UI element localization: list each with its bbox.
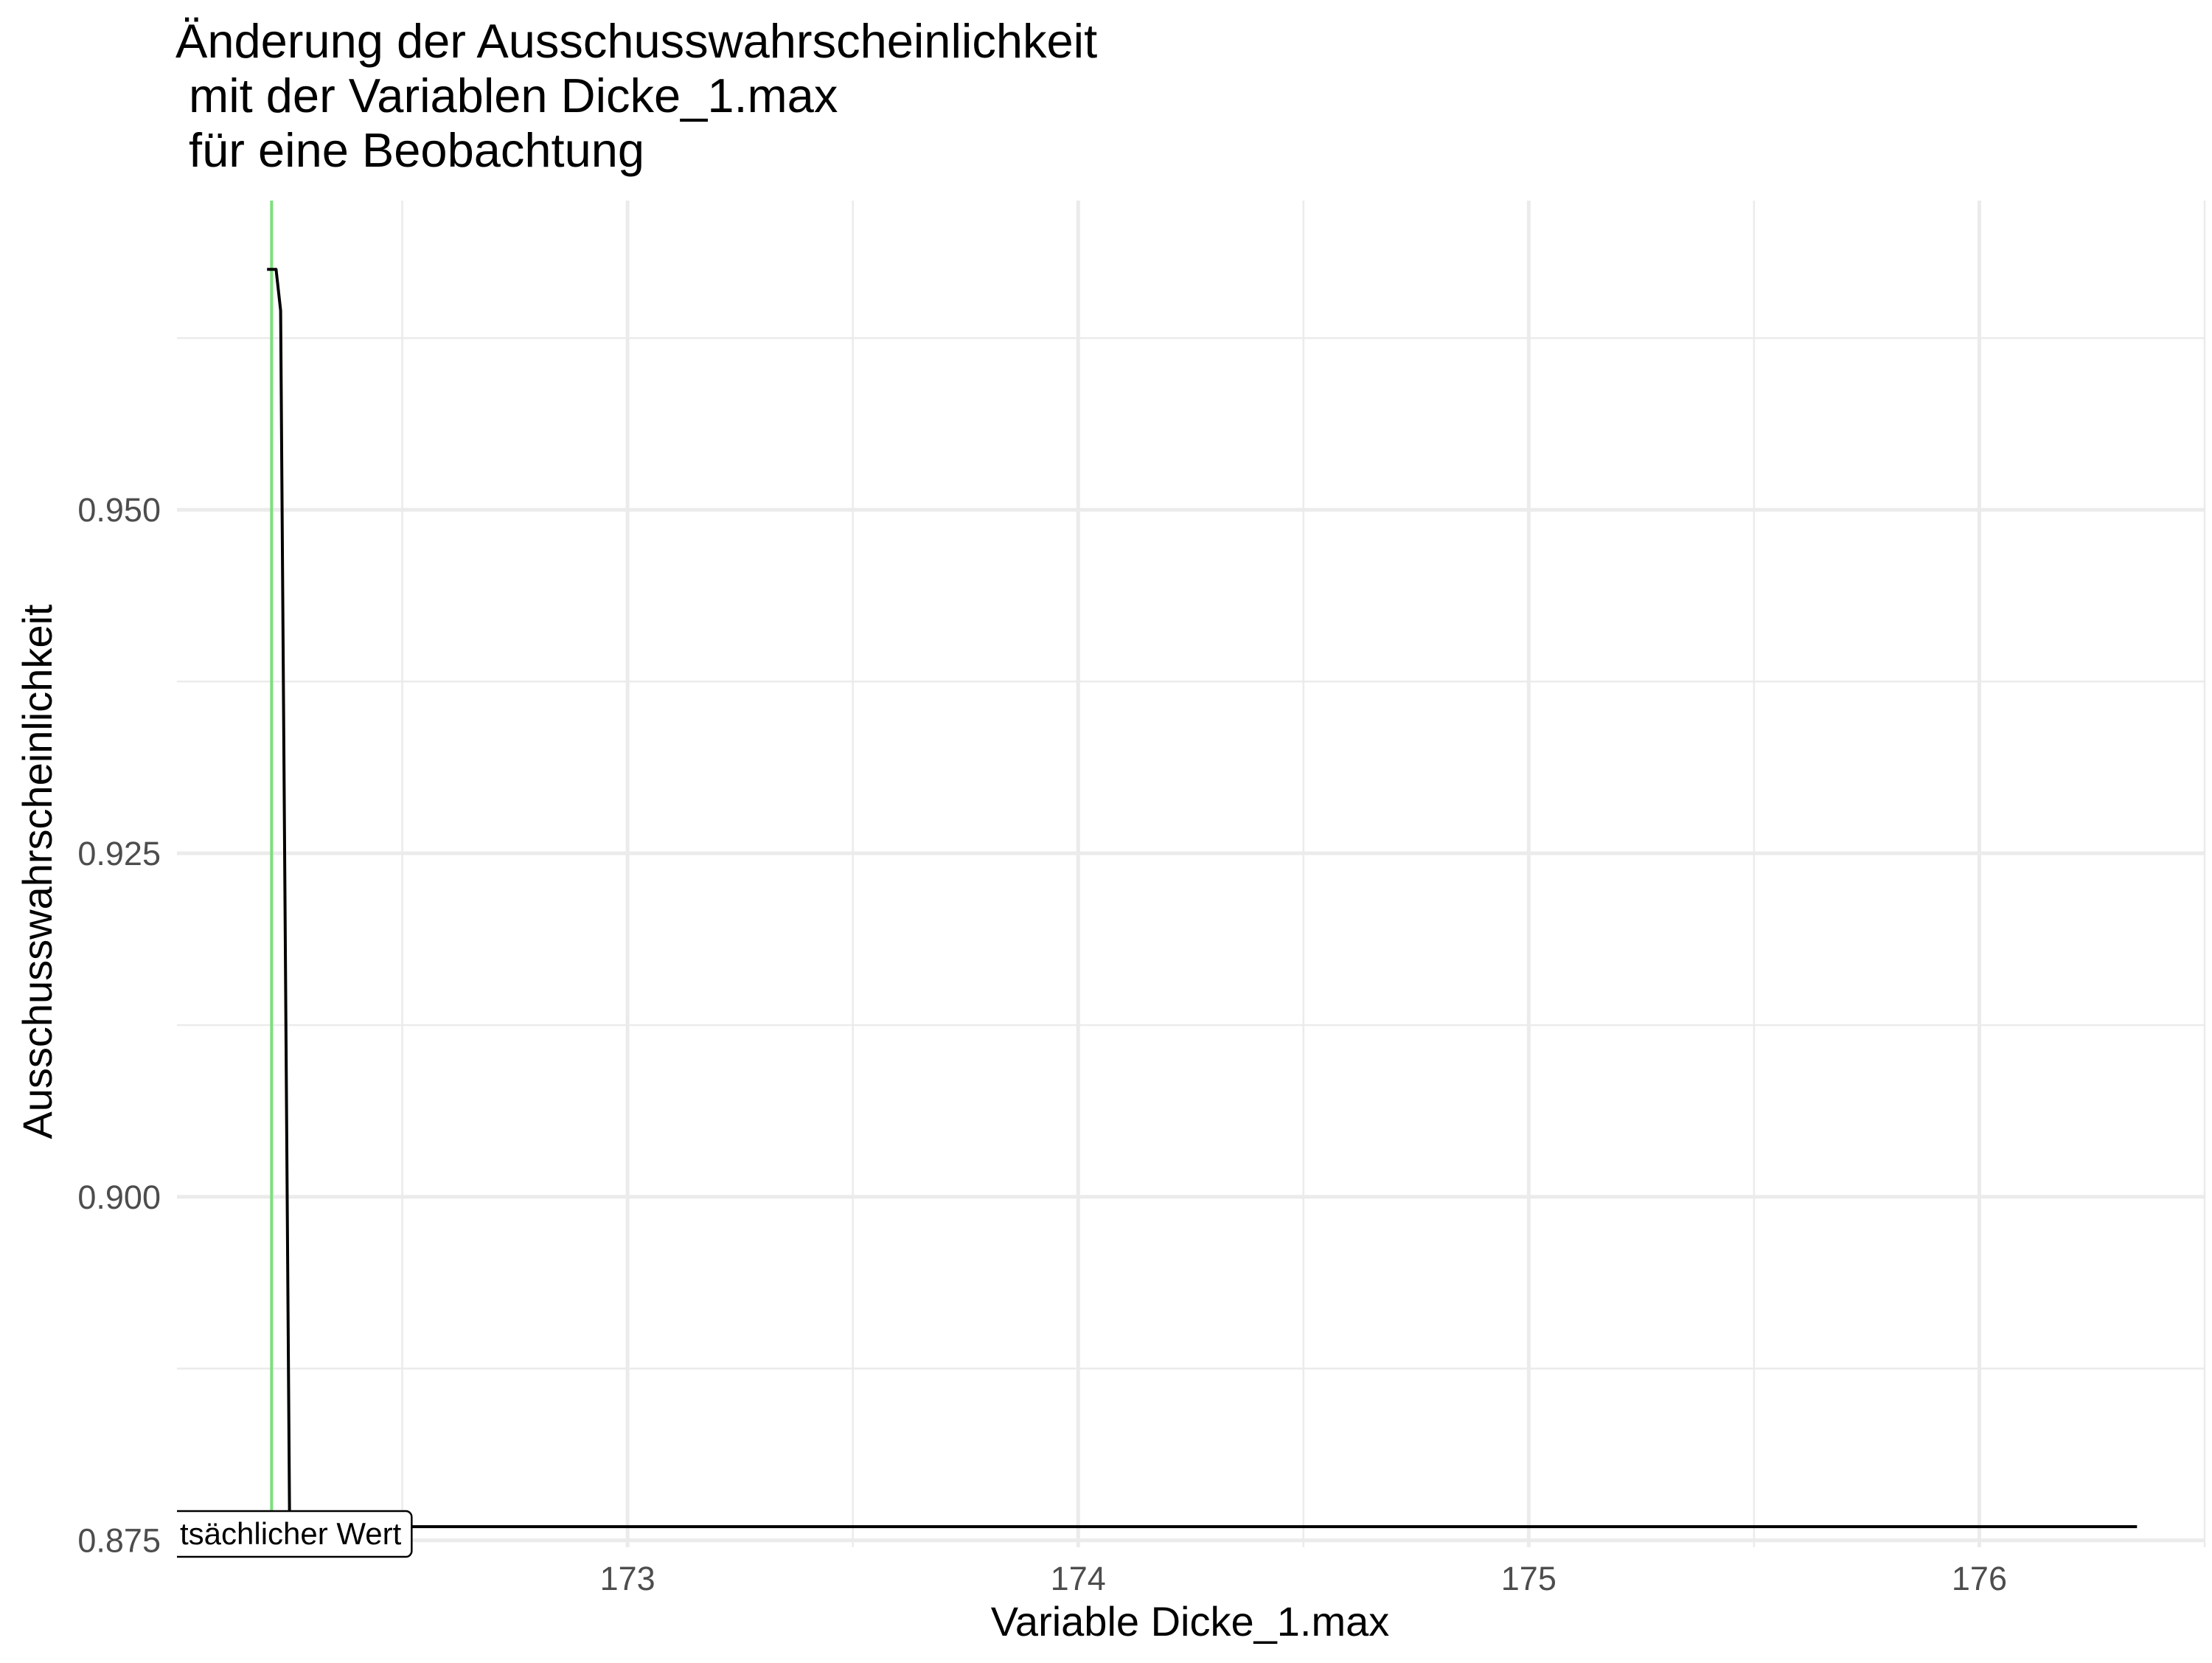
annotation-box [177, 1510, 413, 1558]
title-line-2: mit der Variablen Dicke_1.max [175, 69, 838, 122]
grid [177, 201, 2206, 1547]
tick-labels: 173 174 175 176 0.875 0.900 0.925 0.950 [77, 491, 2007, 1597]
x-tick-label: 174 [1051, 1560, 1106, 1597]
title-line-3: für eine Beobachtung [175, 123, 644, 177]
y-tick-label: 0.900 [77, 1178, 161, 1216]
x-tick-label: 173 [600, 1560, 655, 1597]
annotation-label: tsächlicher Wert [180, 1516, 402, 1551]
series-line [267, 268, 2138, 1529]
y-tick-label: 0.925 [77, 835, 161, 872]
x-axis-title: Variable Dicke_1.max [991, 1598, 1390, 1645]
x-tick-label: 176 [1952, 1560, 2007, 1597]
y-tick-label: 0.950 [77, 491, 161, 529]
y-tick-label: 0.875 [77, 1522, 161, 1560]
title-line-1: Änderung der Ausschusswahrscheinlichkeit [175, 14, 1097, 68]
chart-title: Änderung der Ausschusswahrscheinlichkeit… [175, 14, 1097, 177]
y-axis-title: Ausschusswahrscheinlichkeit [14, 604, 60, 1139]
annotation-layer: tsächlicher Wert [177, 1510, 413, 1558]
x-tick-label: 175 [1501, 1560, 1557, 1597]
series-layer [267, 268, 2138, 1529]
